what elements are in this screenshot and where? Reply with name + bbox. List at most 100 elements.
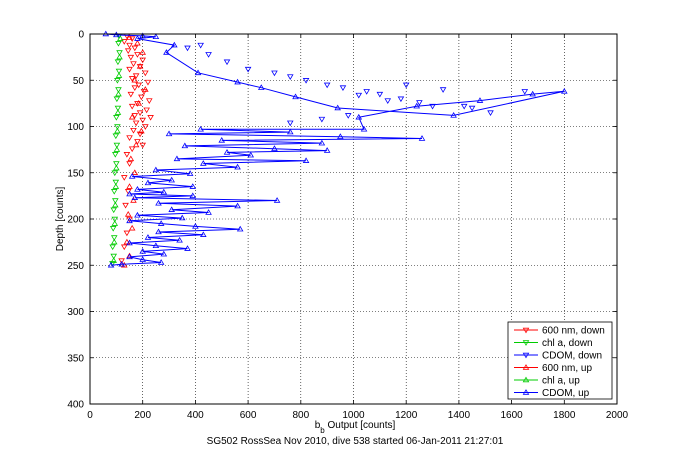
- data-point: [118, 258, 125, 265]
- data-point: [117, 35, 124, 41]
- data-point: [113, 161, 120, 167]
- data-point: [363, 89, 370, 95]
- data-point: [131, 85, 139, 92]
- data-point: [110, 189, 118, 195]
- data-point: [118, 260, 125, 267]
- x-tick-label: 2000: [606, 410, 629, 421]
- data-point: [126, 183, 133, 189]
- data-point: [142, 70, 149, 77]
- y-tick-label: 300: [67, 307, 84, 318]
- data-point: [114, 78, 121, 84]
- data-point: [112, 183, 120, 189]
- data-point: [439, 87, 447, 93]
- data-point: [323, 82, 331, 89]
- y-tick-label: 350: [67, 353, 84, 364]
- data-point: [223, 149, 231, 155]
- data-point: [126, 135, 133, 141]
- data-point: [155, 228, 162, 235]
- data-point: [120, 175, 128, 181]
- data-point: [114, 109, 122, 115]
- data-point: [402, 82, 410, 89]
- legend-marker: [522, 364, 530, 370]
- data-point: [200, 231, 207, 237]
- data-point: [163, 49, 170, 55]
- data-point: [152, 242, 160, 249]
- data-point: [132, 141, 140, 148]
- data-point: [112, 179, 120, 186]
- data-point: [413, 102, 421, 109]
- data-point: [120, 261, 128, 268]
- legend-marker: [522, 340, 530, 346]
- data-point: [136, 62, 144, 69]
- data-point: [114, 124, 121, 130]
- data-point: [130, 197, 137, 203]
- data-point: [127, 155, 135, 162]
- series-1: [109, 33, 123, 267]
- y-tick-label: 400: [67, 400, 84, 411]
- data-point: [134, 52, 141, 58]
- legend-marker: [522, 389, 530, 395]
- data-point: [139, 247, 146, 254]
- data-point: [134, 39, 141, 46]
- data-point: [323, 147, 331, 153]
- data-point: [152, 166, 160, 173]
- data-point: [110, 207, 118, 214]
- data-point: [113, 31, 120, 38]
- x-tick-label: 1000: [342, 410, 365, 421]
- data-point: [197, 125, 204, 132]
- data-point: [113, 96, 121, 103]
- data-point: [127, 91, 135, 98]
- data-point: [110, 238, 118, 245]
- caption: SG502 RossSea Nov 2010, dive 538 started…: [207, 436, 504, 447]
- data-point: [286, 128, 294, 135]
- data-point: [116, 50, 123, 56]
- data-point: [132, 120, 140, 127]
- data-point: [205, 209, 212, 215]
- data-point: [234, 78, 241, 85]
- data-point: [128, 36, 136, 43]
- data-point: [529, 90, 536, 97]
- data-point: [271, 145, 278, 151]
- data-point: [135, 82, 143, 89]
- data-point: [184, 45, 191, 52]
- y-tick-label: 150: [67, 168, 84, 179]
- data-point: [130, 61, 137, 67]
- data-point: [123, 230, 131, 237]
- data-point: [128, 76, 136, 82]
- data-point: [107, 261, 115, 268]
- data-point: [115, 87, 122, 93]
- data-point: [139, 57, 146, 64]
- data-point: [487, 110, 494, 117]
- data-point: [234, 202, 241, 209]
- data-point: [318, 116, 326, 123]
- data-point: [468, 105, 476, 112]
- data-point: [271, 70, 278, 77]
- data-point: [111, 198, 119, 204]
- data-point: [126, 42, 133, 49]
- data-point: [111, 152, 119, 158]
- data-point: [192, 223, 199, 229]
- data-point: [115, 41, 122, 47]
- x-tick-label: 0: [87, 410, 93, 421]
- data-point: [376, 91, 384, 98]
- data-point: [139, 142, 146, 149]
- data-point: [126, 239, 133, 246]
- data-point: [234, 163, 241, 170]
- data-point: [120, 244, 128, 251]
- data-point: [142, 124, 149, 130]
- legend-entry-label: 600 nm, up: [542, 363, 592, 374]
- data-point: [223, 59, 231, 66]
- data-point: [145, 98, 153, 104]
- data-point: [139, 49, 146, 55]
- data-point: [138, 94, 145, 101]
- data-point: [205, 52, 212, 58]
- data-point: [218, 136, 226, 143]
- legend-box: [507, 321, 613, 400]
- data-point: [302, 157, 310, 163]
- data-point: [124, 48, 132, 55]
- data-point: [416, 100, 423, 106]
- data-point: [113, 142, 121, 149]
- legend-entry-label: CDOM, down: [542, 351, 602, 362]
